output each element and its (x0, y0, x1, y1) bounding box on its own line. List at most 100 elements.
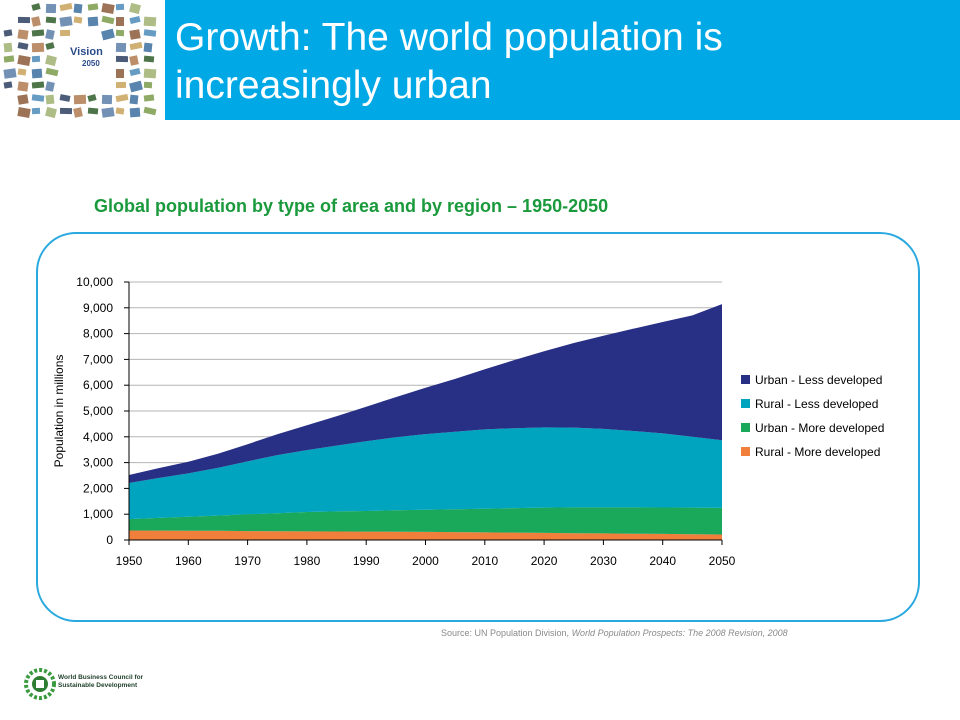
y-tick-label: 5,000 (83, 404, 113, 418)
mosaic-tile (129, 67, 141, 77)
mosaic-tile (31, 55, 41, 63)
mosaic-tile (101, 107, 115, 118)
y-tick-label: 3,000 (83, 456, 113, 470)
mosaic-tile (3, 55, 15, 63)
mosaic-tile (101, 28, 115, 41)
mosaic-tile (59, 16, 73, 27)
x-tick-label: 2050 (709, 554, 736, 568)
mosaic-tile (129, 107, 141, 118)
mosaic-tile (143, 81, 153, 89)
mosaic-tile (115, 3, 125, 11)
mosaic-tile (31, 81, 45, 89)
mosaic-tile (45, 67, 59, 77)
x-tick-label: 2030 (590, 554, 617, 568)
org-line-1: World Business Council for (58, 674, 144, 681)
vision-2050-logo: Vision 2050 (0, 0, 163, 120)
y-tick-label: 8,000 (83, 327, 113, 341)
mosaic-tile (73, 94, 87, 105)
mosaic-tile (129, 80, 143, 93)
mosaic-tile (143, 55, 155, 63)
x-tick-label: 1960 (175, 554, 202, 568)
mosaic-tile (3, 68, 17, 79)
mosaic-tile (115, 107, 125, 115)
y-tick-label: 2,000 (83, 481, 113, 495)
mosaic-tile (59, 94, 71, 102)
x-tick-label: 1970 (234, 554, 261, 568)
mosaic-tile (129, 15, 141, 25)
mosaic-tile (101, 3, 115, 14)
mosaic-tile (3, 42, 13, 53)
mosaic-tile (143, 94, 155, 102)
mosaic-tile (129, 2, 141, 15)
mosaic-tile (59, 2, 73, 12)
mosaic-tile (73, 3, 83, 14)
mosaic-tile (17, 81, 29, 92)
mosaic-tile (115, 29, 125, 37)
mosaic-tile (45, 106, 57, 119)
source-publication: World Population Prospects: The 2008 Rev… (571, 628, 788, 638)
x-tick-label: 1990 (353, 554, 380, 568)
mosaic-tile (3, 81, 13, 89)
title-bar (165, 0, 960, 120)
logo-text-year: 2050 (82, 59, 100, 68)
chart-title: Global population by type of area and by… (94, 196, 609, 216)
x-tick-label: 2010 (471, 554, 498, 568)
mosaic-tile (101, 15, 115, 25)
y-tick-label: 4,000 (83, 430, 113, 444)
mosaic-tile (45, 16, 57, 24)
mosaic-tile (116, 17, 124, 26)
mosaic-tile (115, 42, 127, 53)
wbcsd-logo (24, 668, 56, 700)
mosaic-tile (129, 41, 143, 51)
legend-swatch (741, 399, 750, 408)
mosaic-tile (129, 94, 139, 105)
mosaic-tile (17, 68, 27, 76)
y-tick-label: 0 (106, 533, 113, 547)
legend-label: Rural - Less developed (755, 397, 878, 411)
y-tick-label: 1,000 (83, 507, 113, 521)
mosaic-tile (31, 42, 45, 53)
area-rural-less-developed (129, 427, 722, 520)
x-tick-label: 1980 (294, 554, 321, 568)
mosaic-tile (87, 94, 97, 102)
mosaic-tile (143, 106, 157, 116)
mosaic-tile (73, 16, 83, 24)
wbcsd-org-name: World Business Council for Sustainable D… (58, 674, 158, 690)
x-tick-label: 2020 (531, 554, 558, 568)
mosaic-tile (17, 55, 31, 66)
mosaic-tile (115, 81, 127, 89)
logo-text-vision: Vision (70, 46, 103, 58)
legend-swatch (741, 447, 750, 456)
y-tick-label: 7,000 (83, 352, 113, 366)
mosaic-tile (17, 16, 31, 24)
vision-2050-mosaic: Vision 2050 (3, 2, 157, 119)
y-tick-label: 9,000 (83, 301, 113, 315)
slide-title: Growth: The world population is increasi… (175, 16, 723, 107)
source-note: Source: UN Population Division, World Po… (441, 628, 788, 638)
legend-swatch (741, 423, 750, 432)
x-tick-label: 2000 (412, 554, 439, 568)
mosaic-tile (101, 94, 113, 105)
mosaic-tile (45, 3, 57, 14)
mosaic-tile (59, 107, 73, 115)
mosaic-tile (31, 16, 41, 27)
wbcsd-emblem-icon (24, 668, 56, 700)
mosaic-tile (73, 107, 83, 118)
chart-frame (36, 232, 920, 622)
mosaic-tile (87, 16, 99, 27)
y-tick-label: 10,000 (76, 275, 113, 289)
source-prefix: Source: UN Population Division, (441, 628, 572, 638)
mosaic-tile (129, 55, 139, 66)
mosaic-tile (31, 94, 45, 102)
area-rural-more-developed (129, 530, 722, 540)
mosaic-tile (17, 94, 29, 105)
mosaic-tile (45, 81, 55, 92)
mosaic-tile (31, 3, 41, 11)
mosaic-tile (31, 107, 41, 115)
mosaic-tile (17, 29, 29, 40)
legend-swatch (741, 375, 750, 384)
area-urban-less-developed (129, 304, 722, 483)
mosaic-tile (59, 29, 71, 37)
mosaic-tile (143, 42, 153, 53)
